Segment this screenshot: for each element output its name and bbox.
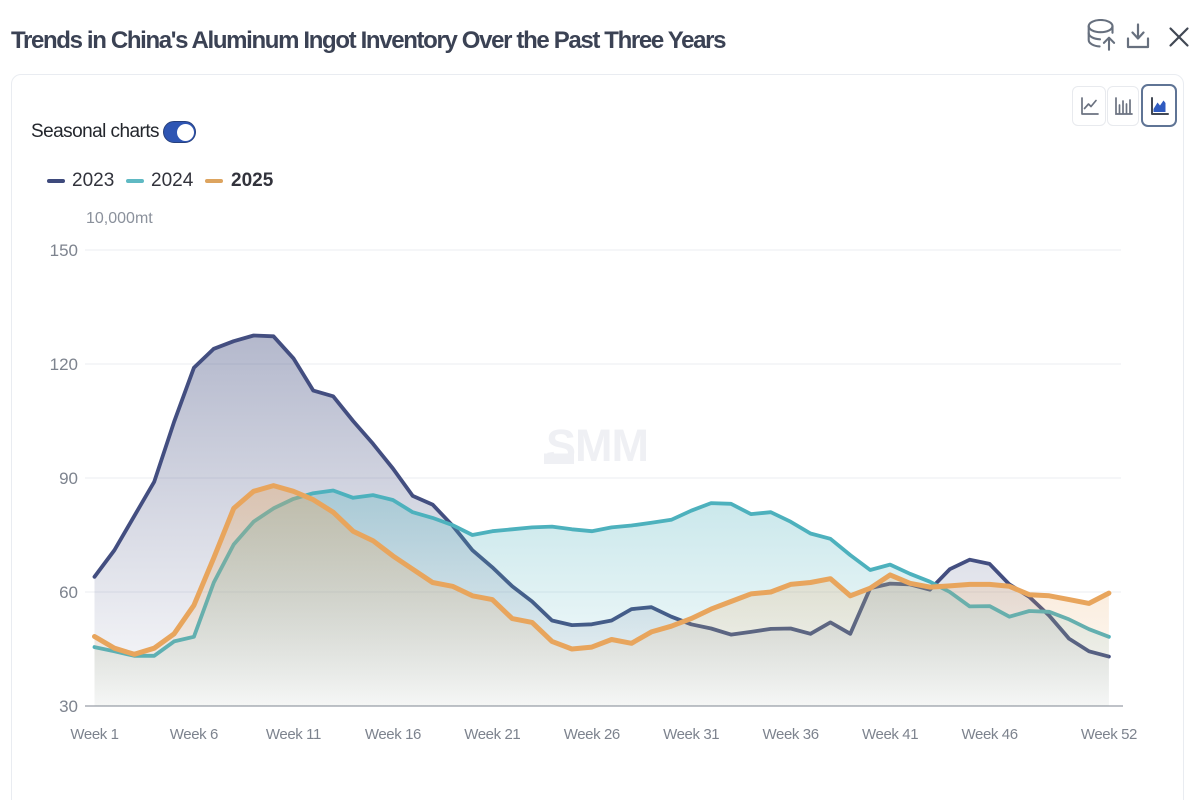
svg-text:90: 90 <box>59 469 78 488</box>
svg-text:Week 41: Week 41 <box>862 726 918 743</box>
svg-text:Week 16: Week 16 <box>365 726 421 743</box>
svg-text:Week 1: Week 1 <box>70 726 118 743</box>
svg-text:30: 30 <box>59 697 78 716</box>
svg-text:Week 31: Week 31 <box>663 726 719 743</box>
svg-text:150: 150 <box>50 241 78 260</box>
svg-text:Week 11: Week 11 <box>266 726 321 743</box>
svg-text:120: 120 <box>50 355 78 374</box>
svg-text:Week 52: Week 52 <box>1081 726 1137 743</box>
svg-text:60: 60 <box>59 583 78 602</box>
svg-text:Week 21: Week 21 <box>464 726 520 743</box>
svg-text:Week 6: Week 6 <box>170 726 218 743</box>
svg-text:Week 26: Week 26 <box>564 726 620 743</box>
svg-text:Week 46: Week 46 <box>962 726 1018 743</box>
svg-text:Week 36: Week 36 <box>763 726 819 743</box>
